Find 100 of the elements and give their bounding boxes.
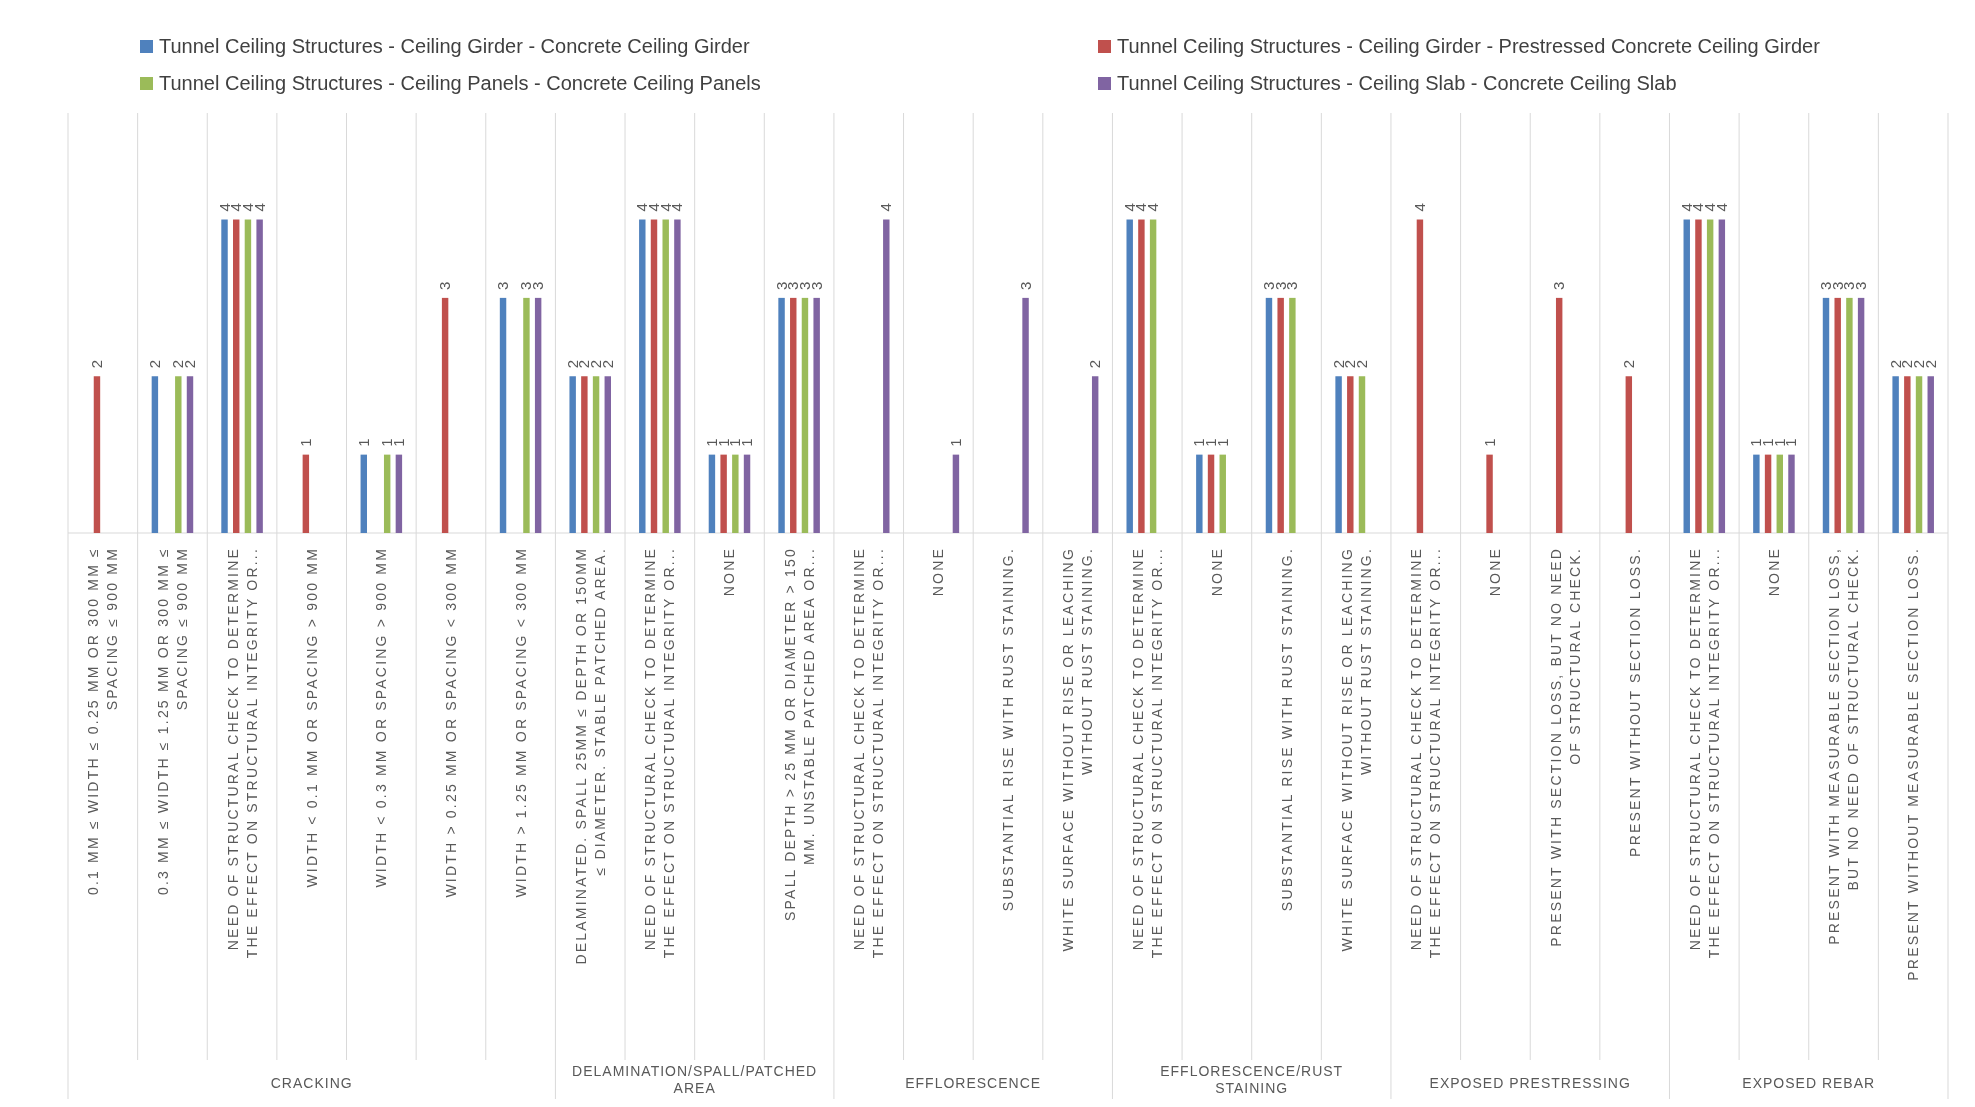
legend-label: Tunnel Ceiling Structures - Ceiling Girder - Concrete Ceiling Girder xyxy=(159,35,750,57)
x-tick-label: NEED OF STRUCTURAL CHECK TO DETERMINE THE EFFECT ON STRUCTURAL INTEGRITY OR... xyxy=(1408,547,1444,959)
bar xyxy=(581,376,588,533)
bar xyxy=(1022,297,1029,533)
bar xyxy=(1753,454,1760,533)
bar xyxy=(1788,454,1795,533)
data-label: 2 xyxy=(1086,359,1104,369)
bar xyxy=(1196,454,1203,533)
x-tick-label: WHITE SURFACE WITHOUT RISE OR LEACHING WITHOUT RUST STAINING. xyxy=(1060,547,1096,952)
bar xyxy=(1555,297,1563,533)
data-label: 3 xyxy=(436,281,454,290)
data-label: 2 xyxy=(1619,359,1637,369)
bar xyxy=(186,376,194,533)
bar xyxy=(592,376,600,533)
bar xyxy=(790,297,797,533)
x-tick-label: NEED OF STRUCTURAL CHECK TO DETERMINE THE EFFECT ON STRUCTURAL INTEGRITY OR... xyxy=(642,547,678,959)
data-label: 3 xyxy=(494,281,512,290)
bar xyxy=(151,376,159,533)
bar xyxy=(732,454,739,533)
text: CRACKING xyxy=(270,1075,353,1091)
bar xyxy=(1846,297,1853,533)
bar xyxy=(1915,376,1923,533)
bar xyxy=(1277,297,1284,533)
bar xyxy=(1683,219,1690,533)
bar xyxy=(952,454,960,533)
bar xyxy=(569,376,576,533)
bar xyxy=(175,376,182,533)
bar xyxy=(1706,219,1714,533)
bar xyxy=(883,219,890,533)
x-tick-label: NONE xyxy=(1487,547,1504,597)
data-label: 1 xyxy=(1480,438,1498,447)
x-tick-label: 0.3 MM ≤ WIDTH ≤ 1.25 MM OR 300 MM ≤ SPACING ≤ 900 MM xyxy=(154,547,190,896)
text: EFFLORESCENCE xyxy=(905,1075,1042,1091)
bar xyxy=(1892,376,1899,533)
bar xyxy=(1927,376,1934,533)
bar xyxy=(1149,219,1157,533)
x-tick-label: SUBSTANTIAL RISE WITH RUST STAINING. xyxy=(1278,547,1295,912)
x-tick-label: WIDTH > 1.25 MM OR SPACING < 300 MM xyxy=(512,547,529,898)
text: EXPOSED PRESTRESSING xyxy=(1429,1075,1631,1091)
bar xyxy=(256,219,263,533)
bar xyxy=(1219,454,1226,533)
x-tick-label: SUBSTANTIAL RISE WITH RUST STAINING. xyxy=(1000,547,1016,912)
bar xyxy=(720,454,727,533)
bar xyxy=(523,297,530,533)
bar xyxy=(1776,454,1783,533)
bar xyxy=(801,297,809,533)
x-tick-label: NEED OF STRUCTURAL CHECK TO DETERMINE THE EFFECT ON STRUCTURAL INTEGRITY OR... xyxy=(224,547,260,959)
legend-label: Tunnel Ceiling Structures - Ceiling Panels - Concrete Ceiling Panels xyxy=(159,72,761,94)
bar xyxy=(662,219,669,533)
bar xyxy=(1695,219,1702,533)
bar xyxy=(604,376,611,533)
bar xyxy=(1857,297,1865,533)
bar xyxy=(1335,376,1342,533)
bar xyxy=(1486,454,1493,533)
x-tick-label: NONE xyxy=(1765,547,1782,597)
data-label: 2 xyxy=(145,359,163,369)
data-label: 4 xyxy=(1410,203,1428,212)
legend-label: Tunnel Ceiling Structures - Ceiling Girder - Prestressed Concrete Ceiling Girder xyxy=(1117,35,1821,57)
bar xyxy=(778,297,785,533)
bar xyxy=(1764,454,1772,533)
bar xyxy=(1265,297,1273,533)
bar xyxy=(383,454,391,533)
bar xyxy=(1091,376,1099,533)
x-tick-label: WHITE SURFACE WITHOUT RISE OR LEACHING WITHOUT RUST STAINING. xyxy=(1338,547,1374,952)
bar xyxy=(534,297,542,533)
bar xyxy=(1347,376,1354,533)
bar xyxy=(302,454,310,533)
bar xyxy=(1289,297,1296,533)
bar xyxy=(743,454,751,533)
x-tick-label: NONE xyxy=(721,547,738,597)
x-tick-label: NEED OF STRUCTURAL CHECK TO DETERMINE THE EFFECT ON STRUCTURAL INTEGRITY OR... xyxy=(1686,547,1722,959)
text: EXPOSED REBAR xyxy=(1742,1075,1876,1091)
x-tick-label: WIDTH > 0.25 MM OR SPACING < 300 MM xyxy=(442,547,459,898)
bar xyxy=(499,297,507,533)
bar xyxy=(233,219,240,533)
data-label: 3 xyxy=(1016,281,1034,290)
bar xyxy=(1822,297,1830,533)
x-tick-label: DELAMINATED. SPALL 25MM ≤ DEPTH OR 150MM ≤ DIAMETER. STABLE PATCHED AREA. xyxy=(572,547,608,965)
bar xyxy=(1126,219,1133,533)
bar xyxy=(1625,376,1633,533)
data-label: 3 xyxy=(1550,281,1568,290)
bar xyxy=(1358,376,1366,533)
bar xyxy=(360,454,367,533)
bar xyxy=(1416,219,1424,533)
data-label: 2 xyxy=(87,359,105,369)
bar xyxy=(708,454,716,533)
text: DELAMINATION/SPALL/PATCHED AREA xyxy=(572,1063,818,1096)
x-tick-label: NEED OF STRUCTURAL CHECK TO DETERMINE THE EFFECT ON STRUCTURAL INTEGRITY OR... xyxy=(851,547,887,959)
x-tick-label: NONE xyxy=(930,547,947,597)
x-tick-label: WIDTH < 0.3 MM OR SPACING > 900 MM xyxy=(373,547,390,888)
bar xyxy=(244,219,252,533)
x-tick-label: NEED OF STRUCTURAL CHECK TO DETERMINE THE EFFECT ON STRUCTURAL INTEGRITY OR... xyxy=(1129,547,1165,959)
x-tick-label: WIDTH < 0.1 MM OR SPACING > 900 MM xyxy=(303,547,320,888)
bar xyxy=(650,219,658,533)
x-tick-label: NONE xyxy=(1208,547,1225,597)
bar xyxy=(1834,297,1841,533)
bar xyxy=(1718,219,1726,533)
x-tick-label: PRESENT WITHOUT MEASURABLE SECTION LOSS. xyxy=(1905,547,1922,981)
legend-label: Tunnel Ceiling Structures - Ceiling Slab - Concrete Ceiling Slab xyxy=(1117,72,1677,94)
bar xyxy=(639,219,646,533)
